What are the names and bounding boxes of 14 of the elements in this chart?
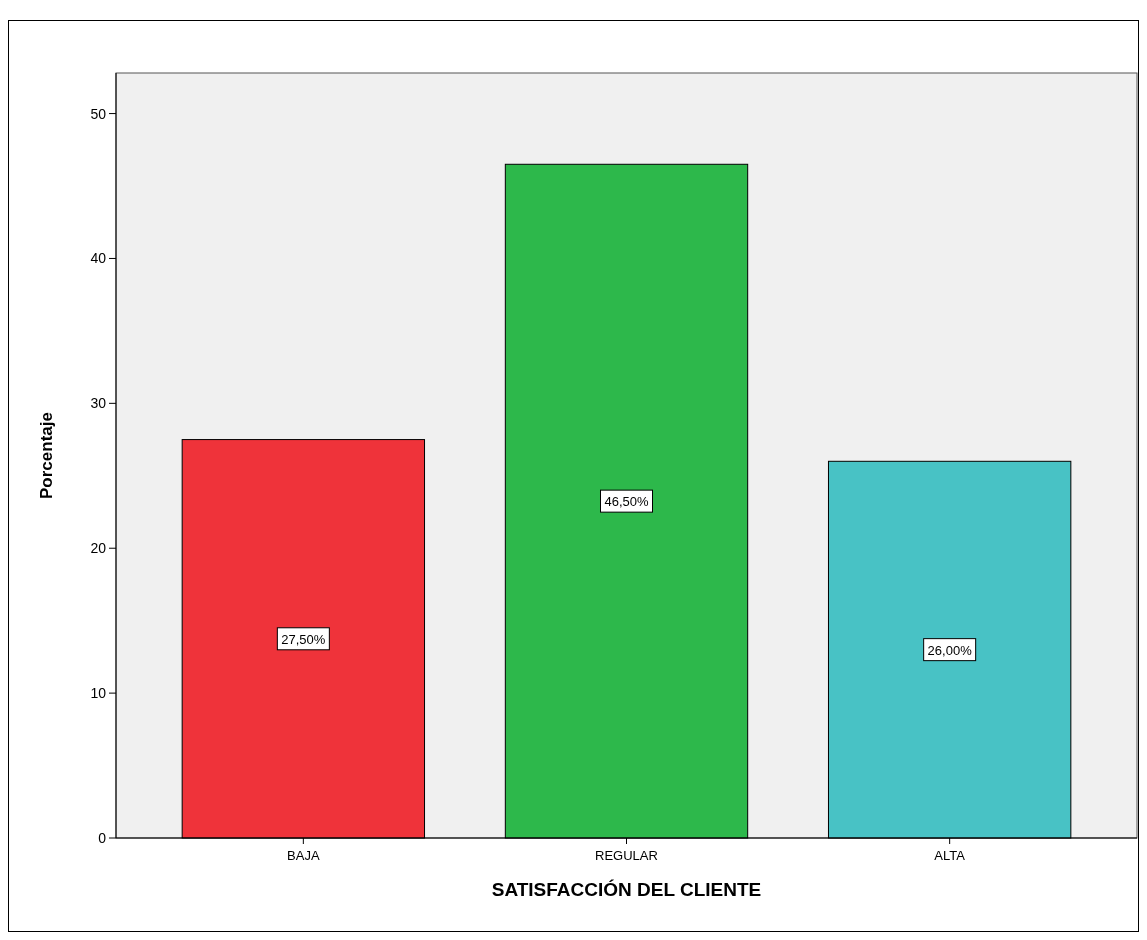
x-tick-label: ALTA bbox=[934, 848, 966, 863]
y-axis-title: Porcentaje bbox=[37, 412, 56, 499]
y-tick-label: 50 bbox=[90, 105, 107, 122]
x-tick-label: REGULAR bbox=[595, 848, 658, 863]
data-label: 27,50% bbox=[281, 631, 326, 647]
y-tick-label: 20 bbox=[90, 540, 107, 557]
data-label: 26,00% bbox=[927, 642, 973, 658]
y-tick-label: 0 bbox=[98, 830, 107, 846]
y-tick-label: 10 bbox=[90, 685, 107, 702]
x-tick-label: BAJA bbox=[287, 848, 320, 863]
y-tick-label: 40 bbox=[90, 250, 107, 267]
y-tick-label: 30 bbox=[90, 395, 107, 412]
data-label: 46,50% bbox=[604, 494, 649, 510]
x-axis-title: SATISFACCIÓN DEL CLIENTE bbox=[491, 879, 762, 900]
